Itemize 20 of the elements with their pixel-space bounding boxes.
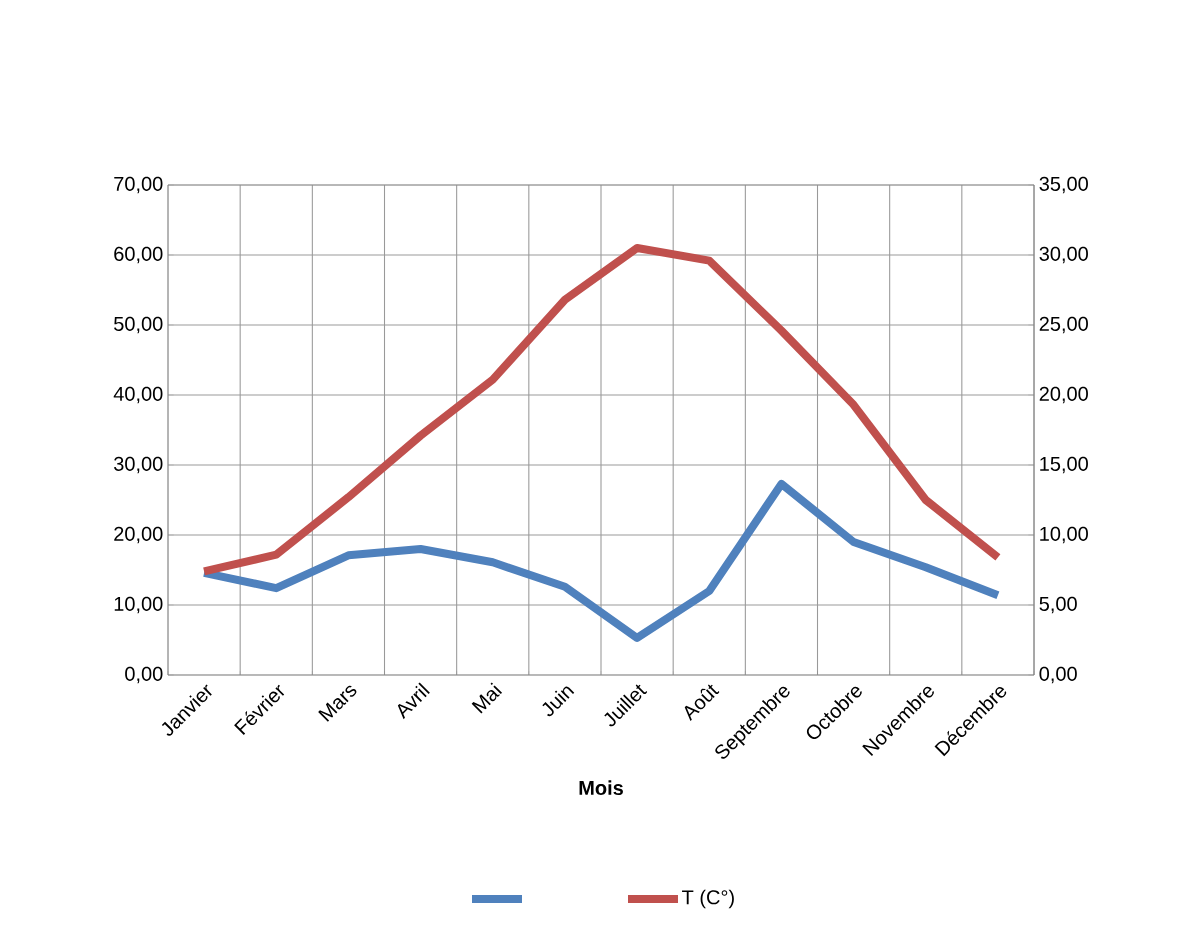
y-tick-label: 70,00: [114, 176, 163, 194]
y2-tick-label: 5,00: [1039, 596, 1077, 614]
y2-tick-label: 15,00: [1040, 456, 1088, 474]
y2-tick-label: 35,00: [1039, 176, 1088, 194]
y-tick-label: 20,00: [114, 526, 163, 544]
legend-label: T (C°): [682, 889, 734, 909]
x-axis-title: Mois: [579, 780, 623, 796]
y2-tick-label: 30,00: [1039, 246, 1088, 264]
y2-tick-label: 10,00: [1040, 526, 1088, 544]
y2-tick-label: 0,00: [1039, 666, 1077, 684]
y-tick-label: 0,00: [125, 666, 163, 684]
y-tick-label: 10,00: [114, 596, 163, 614]
y2-tick-label: 20,00: [1039, 386, 1088, 404]
x-tick-label: Juin: [542, 686, 575, 717]
y-tick-label: 30,00: [113, 456, 163, 474]
y2-tick-label: 25,00: [1039, 316, 1088, 334]
y-tick-label: 40,00: [113, 386, 163, 404]
y-tick-label: 50,00: [114, 316, 163, 334]
x-tick-label: Mai: [471, 682, 503, 714]
y-tick-label: 60,00: [114, 246, 163, 264]
